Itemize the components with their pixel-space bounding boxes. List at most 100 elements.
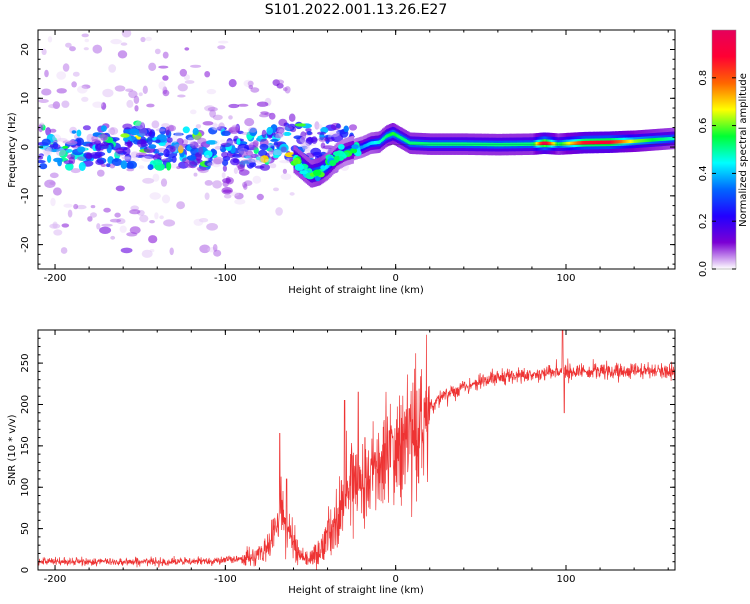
spectrogram-ridge-cell [649, 138, 651, 142]
spectrogram-ridge-cell [527, 142, 530, 146]
spectrogram-ridge-cell [440, 142, 443, 146]
y-tick-label: 50 [20, 522, 31, 535]
colorbar: 0.0 0.2 0.4 0.6 0.8 Normalized spectral ampl… [698, 29, 749, 277]
spectrogram-blob [114, 212, 121, 218]
spectrogram-ridge-cell [538, 141, 541, 146]
spectrogram-ridge-cell [670, 136, 673, 141]
spectrogram-blob [178, 145, 184, 154]
spectrogram-ridge-cell [672, 136, 675, 141]
spectrogram-blob [228, 79, 237, 88]
spectrogram-blob [163, 219, 176, 227]
spectrogram-blob [85, 143, 93, 147]
spectrogram-blob [162, 75, 169, 81]
snr-marks [38, 330, 675, 570]
spectrogram-ridge-cell [615, 140, 617, 144]
spectrogram-blob [56, 137, 68, 142]
spectrogram-blob [248, 84, 254, 90]
spectrogram-blob [109, 163, 116, 169]
spectrogram-blob [141, 155, 153, 162]
spectrogram-blob [149, 249, 155, 253]
spectrogram-ridge-cell [439, 142, 442, 146]
spectrogram-blob [266, 126, 274, 135]
spectrogram-blob [212, 180, 223, 189]
spectrogram-ridge-cell [613, 140, 616, 144]
spectrogram-ridge-cell [367, 142, 369, 147]
spectrogram-blob [212, 114, 223, 121]
spectrogram-blob [289, 126, 297, 133]
spectrogram-ridge-cell [387, 133, 390, 138]
spectrogram-blob [228, 103, 240, 109]
spectrogram-blob [243, 183, 248, 190]
spectrogram-ridge-blob [299, 170, 308, 175]
spectrogram-blob [193, 135, 202, 141]
spectrogram-blob [76, 156, 86, 161]
spectrogram-blob [53, 229, 63, 236]
spectrogram-ridge-cell [552, 142, 555, 146]
spectrogram-blob [230, 191, 240, 197]
spectrogram-ridge-cell [459, 142, 462, 146]
spectrogram-blob [52, 101, 61, 109]
spectrogram-ridge-cell [597, 140, 600, 145]
spectrogram-blob [343, 125, 349, 133]
spectrogram-ridge-cell [391, 132, 394, 136]
spectrogram-blob [130, 151, 140, 159]
spectrogram-blob [100, 141, 109, 150]
spectrogram-blob [111, 158, 123, 167]
spectrogram-blob [278, 118, 288, 127]
spectrogram-blob [159, 126, 167, 135]
spectrogram-blob [207, 107, 218, 112]
spectrogram-blob [237, 148, 249, 154]
spectrogram-blob [73, 203, 79, 210]
spectrogram-blob [161, 194, 171, 204]
spectrogram-blob [119, 225, 127, 233]
spectrogram-ridge-cell [521, 142, 523, 146]
spectrogram-ridge-cell [437, 142, 440, 146]
spectrogram-ridge-cell [474, 142, 477, 146]
spectrogram-blob [173, 143, 186, 151]
spectrogram-ridge-cell [647, 138, 650, 142]
spectrogram-ridge-cell [405, 139, 407, 143]
spectrogram-blob [193, 218, 204, 226]
colorbar-tick-label: 0.8 [698, 70, 709, 86]
spectrogram-blob [211, 159, 222, 168]
spectrogram-blob [202, 121, 214, 126]
spectrogram-blob [255, 155, 265, 164]
spectrogram-ridge-cell [379, 139, 382, 144]
spectrogram-blob [199, 244, 211, 254]
spectrogram-ridge-cell [522, 142, 525, 146]
spectrogram-ridge-cell [446, 142, 448, 146]
spectrogram-ridge-blob [351, 144, 359, 150]
spectrogram-blob [107, 129, 115, 135]
spectrogram-ridge-cell [628, 139, 631, 144]
spectrogram-blob [280, 146, 287, 153]
spectrogram-blob [101, 102, 107, 110]
spectrogram-ridge-cell [645, 138, 647, 143]
spectrogram-blob [162, 89, 170, 97]
spectrogram-blob [56, 71, 67, 80]
spectrogram-ridge-cell [435, 142, 437, 146]
spectrogram-ridge-cell [583, 141, 586, 145]
spectrogram-blob [69, 46, 76, 52]
spectrogram-blob [220, 142, 232, 148]
spectrogram-blob [117, 50, 128, 59]
colorbar-tick-label: 0.2 [698, 213, 709, 229]
spectrogram-ridge-cell [399, 136, 402, 140]
spectrogram-ridge-cell [553, 142, 556, 146]
spectrogram-blob [61, 223, 70, 228]
spectrogram-blob [129, 128, 140, 136]
spectrogram-ridge-cell [516, 142, 519, 146]
spectrogram-blob [148, 62, 157, 71]
spectrogram-blob [49, 223, 61, 229]
spectrogram-blob [221, 172, 226, 179]
spectrogram-blob [138, 129, 149, 134]
spectrogram-blob [275, 79, 285, 85]
spectrogram-blob [217, 40, 229, 44]
spectrogram-ridge-cell [567, 141, 570, 146]
spectrogram-ridge-cell [395, 133, 398, 137]
spectrogram-ridge-cell [530, 142, 533, 146]
spectrogram-ridge-cell [631, 139, 634, 143]
spectrogram-ridge-cell [593, 140, 595, 145]
spectrogram-ridge-cell [390, 132, 392, 136]
spectrogram-blob [46, 146, 53, 156]
snr-panel: -200 -100 0 100 0 50 100 150 200 250 Height of st… [7, 329, 676, 596]
